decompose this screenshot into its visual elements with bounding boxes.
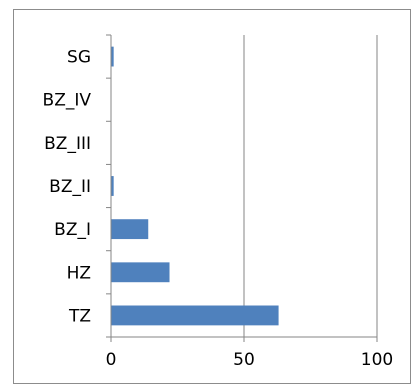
axes	[106, 34, 378, 342]
y-tick-label-bz_iv: BZ_IV	[43, 91, 92, 111]
y-tick-label-bz_i: BZ_I	[54, 220, 91, 240]
y-tick-label-hz: HZ	[67, 263, 91, 283]
gridlines	[243, 35, 378, 337]
y-tick-label-bz_iii: BZ_III	[44, 134, 91, 154]
x-tick-label-0: 0	[106, 350, 117, 370]
bar-bz_ii	[111, 176, 114, 196]
y-tick-label-tz: TZ	[68, 306, 91, 326]
bar-tz	[111, 305, 279, 326]
bar-hz	[111, 262, 170, 283]
y-tick-label-sg: SG	[67, 48, 91, 68]
x-tick-label-100: 100	[361, 350, 393, 370]
x-tick-label-50: 50	[233, 350, 255, 370]
bar-bz_i	[111, 219, 149, 240]
bar-sg	[111, 46, 114, 67]
bars	[111, 46, 279, 326]
tick-labels: TZ HZ BZ_I BZ_II BZ_III BZ_IV SG 0 50 100	[43, 48, 394, 370]
y-tick-label-bz_ii: BZ_II	[49, 177, 91, 197]
